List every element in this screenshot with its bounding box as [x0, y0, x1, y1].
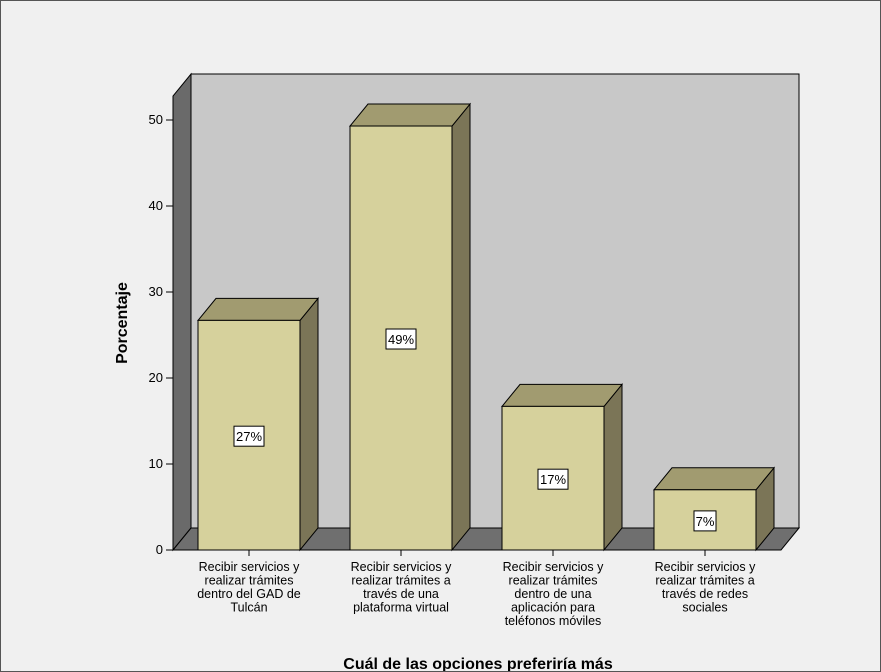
x-tick-label-line: Recibir servicios y [655, 560, 756, 574]
data-label-box [537, 468, 569, 490]
x-tick-label-line: Recibir servicios y [503, 560, 604, 574]
data-label: 27% [236, 429, 262, 444]
x-tick-label-line: realizar trámites [205, 574, 294, 588]
bar-side [299, 296, 319, 552]
y-tick-label: 40 [149, 198, 163, 213]
x-tick-label-line: realizar trámites a [351, 574, 450, 588]
data-label: 7% [696, 514, 715, 529]
bar-side [451, 102, 471, 552]
data-label-box [693, 510, 717, 532]
x-tick-label-line: plataforma virtual [353, 601, 449, 615]
bar-top [196, 297, 320, 321]
left-wall [172, 72, 192, 552]
x-tick-label-line: Recibir servicios y [351, 560, 452, 574]
bar-top [500, 383, 624, 407]
bar-top [348, 103, 472, 127]
bar: 7% [652, 466, 776, 552]
data-label-box [233, 425, 265, 447]
x-tick-label-line: través de una [363, 587, 439, 601]
x-tick-label-line: aplicación para [511, 601, 595, 615]
x-tick-label-line: dentro de una [514, 587, 591, 601]
x-tick-label: Recibir servicios y realizar trámites dent… [503, 560, 604, 628]
bar-front [349, 125, 453, 551]
y-tick-label: 30 [149, 284, 163, 299]
x-tick-label-line: realizar trámites [509, 574, 598, 588]
y-tick-label: 0 [156, 542, 163, 557]
x-tick-label-line: través de redes [662, 587, 748, 601]
y-axis-title: Porcentaje [114, 282, 131, 364]
data-label: 17% [540, 472, 566, 487]
bar: 49% [348, 102, 472, 552]
x-tick-label-line: teléfonos móviles [505, 614, 602, 628]
bar: 17% [500, 382, 624, 552]
bar-side [603, 382, 623, 552]
y-tick-label: 10 [149, 456, 163, 471]
x-tick-label-line: realizar trámites a [655, 574, 754, 588]
bar: 27% [196, 296, 320, 552]
y-tick-label: 20 [149, 370, 163, 385]
x-axis-title: Cuál de las opciones preferiría más [343, 656, 613, 671]
x-tick-label-line: sociales [682, 601, 727, 615]
x-tick-label: Recibir servicios y realizar trámites dent… [197, 560, 301, 615]
data-label-box [385, 328, 417, 350]
data-label: 49% [388, 332, 414, 347]
x-tick-label: Recibir servicios y realizar trámites a tr… [655, 560, 756, 615]
y-tick-label: 50 [149, 112, 163, 127]
x-tick-label-line: Tulcán [230, 601, 267, 615]
x-tick-label-line: Recibir servicios y [199, 560, 300, 574]
x-tick-label: Recibir servicios y realizar trámites a tr… [351, 560, 452, 615]
bar-top [652, 467, 776, 491]
x-tick-label-line: dentro del GAD de [197, 587, 301, 601]
